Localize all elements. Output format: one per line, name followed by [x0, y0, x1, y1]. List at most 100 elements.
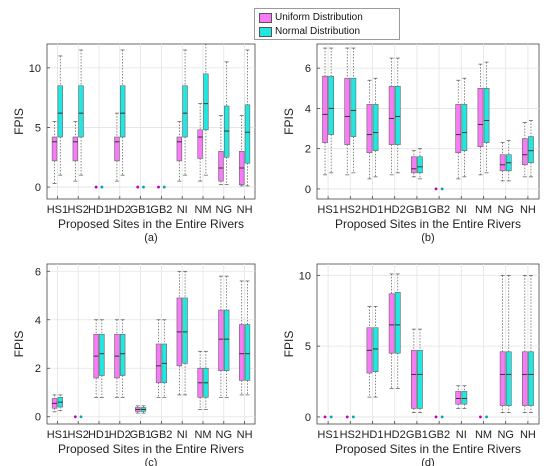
box-nm-uniform	[479, 415, 482, 419]
panel-2: 0 2 4 6 HS1 HS2 HD1 HD2 GB1 GB2 NI NM NG NH FPIS Propos…	[282, 43, 540, 244]
legend-swatch-normal	[259, 26, 272, 37]
y-tick-label: 4	[305, 103, 311, 115]
y-axis-label: FPIS	[12, 331, 26, 358]
x-tick-label: GB1	[130, 204, 152, 216]
x-tick-label: GB2	[428, 429, 450, 441]
box-ng-normal	[505, 274, 512, 414]
y-tick-label: 2	[305, 144, 311, 156]
box-body	[499, 351, 506, 406]
box-body	[350, 77, 357, 137]
box-body	[394, 85, 401, 145]
box-body	[218, 151, 224, 182]
chart-legend: Uniform Distribution Normal Distribution	[254, 8, 400, 40]
x-tick-label: HS2	[67, 204, 88, 216]
box-nm-uniform	[197, 350, 203, 410]
zero-marker	[323, 415, 327, 419]
x-tick-label: NI	[456, 204, 467, 216]
panel-4: 0 5 10 HS1 HS2 HD1 HD2 GB1 GB2 NI NM NG NH FPIS Propos…	[282, 263, 540, 466]
x-tick-label: NH	[520, 204, 536, 216]
box-body	[72, 136, 79, 162]
box-body	[239, 324, 245, 381]
zero-marker	[73, 415, 77, 419]
legend-label-normal: Normal Distribution	[275, 26, 361, 37]
box-hd1-uniform	[366, 306, 373, 398]
box-body	[483, 87, 490, 143]
box-hd1-normal	[100, 185, 104, 189]
box-hs1-uniform	[323, 415, 327, 419]
box-body	[218, 309, 224, 371]
box-body	[461, 391, 468, 405]
y-tick-label: 2	[35, 363, 41, 375]
box-nh-normal	[528, 120, 534, 178]
box-hs2-normal	[350, 47, 357, 174]
box-nh-uniform	[239, 280, 245, 396]
box-body	[51, 136, 58, 162]
box-gb1-normal	[140, 405, 147, 414]
box-ng-normal	[223, 61, 230, 186]
y-tick-label: 6	[305, 63, 311, 75]
box-hs1-uniform	[51, 394, 58, 413]
box-body	[477, 87, 484, 147]
box-body	[499, 154, 506, 172]
box-ni-normal	[461, 77, 468, 178]
box-body	[223, 309, 230, 371]
y-axis-label: FPIS	[282, 108, 296, 135]
x-tick-label: NH	[520, 429, 536, 441]
box-body	[366, 104, 373, 154]
box-gb2-normal	[440, 187, 444, 191]
x-tick-label: HS1	[47, 204, 68, 216]
box-nh-normal	[244, 49, 251, 187]
box-ng-uniform	[499, 274, 506, 414]
box-hd1-normal	[99, 319, 105, 398]
box-gb1-uniform	[410, 328, 417, 414]
x-tick-label: NI	[177, 429, 188, 441]
zero-marker	[434, 187, 438, 191]
box-hd1-uniform	[93, 319, 99, 398]
x-tick-label: GB1	[406, 429, 428, 441]
y-axis-label: FPIS	[12, 108, 26, 135]
y-tick-label: 10	[299, 270, 311, 282]
y-tick-label: 0	[35, 182, 41, 194]
box-gb1-uniform	[135, 405, 141, 414]
box-hd2-normal	[394, 273, 401, 389]
panel-label: (c)	[145, 457, 158, 466]
x-tick-label: GB2	[150, 204, 172, 216]
box-body	[344, 77, 351, 145]
box-hd1-uniform	[94, 185, 98, 189]
x-tick-label: NI	[456, 429, 467, 441]
x-tick-label: HS2	[67, 429, 88, 441]
zero-marker	[434, 415, 438, 419]
box-body	[388, 293, 395, 354]
box-body	[410, 350, 417, 409]
box-ng-uniform	[499, 142, 506, 182]
box-body	[521, 138, 528, 166]
box-body	[410, 156, 417, 174]
box-body	[223, 105, 230, 158]
box-gb2-normal	[440, 415, 444, 419]
box-hs2-uniform	[72, 121, 79, 182]
x-axis-label: Proposed Sites in the Entire Rivers	[58, 442, 244, 456]
box-body	[388, 85, 395, 145]
x-tick-label: GB2	[428, 204, 450, 216]
box-ng-normal	[223, 275, 230, 398]
zero-marker	[142, 185, 145, 189]
x-tick-label: HS1	[317, 429, 338, 441]
x-tick-label: HD1	[88, 429, 110, 441]
box-nm-uniform	[477, 63, 484, 176]
legend-swatch-uniform	[259, 12, 272, 23]
zero-marker	[440, 187, 444, 191]
box-nh-uniform	[521, 274, 528, 414]
box-hd1-normal	[372, 306, 379, 398]
box-nm-normal	[483, 61, 490, 174]
box-hd2-normal	[119, 49, 126, 176]
zero-marker	[79, 415, 83, 419]
box-gb1-uniform	[410, 150, 417, 178]
box-body	[417, 156, 423, 174]
box-nm-normal	[485, 415, 488, 419]
x-tick-label: NG	[497, 429, 514, 441]
y-tick-label: 4	[35, 315, 41, 327]
box-hd1-uniform	[366, 79, 373, 180]
